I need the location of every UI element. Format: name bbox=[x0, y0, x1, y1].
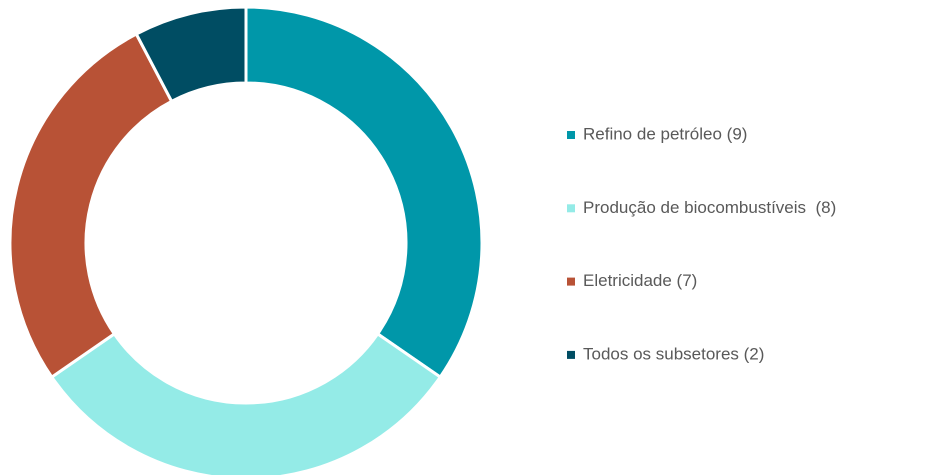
donut-slice bbox=[244, 5, 484, 380]
legend-marker bbox=[567, 350, 575, 359]
legend-label: Refino de petróleo (9) bbox=[583, 124, 747, 143]
legend-label: Produção de biocombustíveis (8) bbox=[583, 198, 836, 217]
donut-slice bbox=[134, 5, 248, 104]
legend-label: Todos os subsetores (2) bbox=[583, 344, 764, 363]
legend-marker bbox=[567, 204, 575, 213]
legend-marker bbox=[567, 131, 575, 139]
legend-label: Eletricidade (7) bbox=[583, 271, 697, 290]
donut-slice bbox=[8, 32, 174, 380]
donut-slice bbox=[49, 331, 443, 475]
legend-marker bbox=[567, 277, 575, 286]
